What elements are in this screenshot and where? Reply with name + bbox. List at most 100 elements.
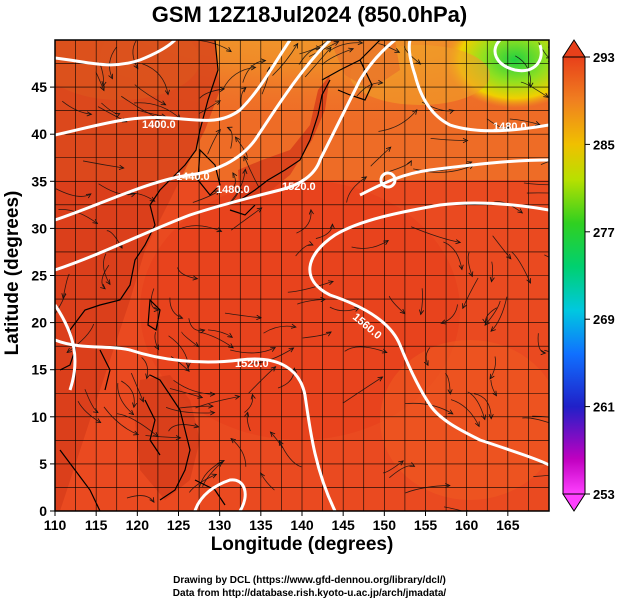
streamline-arrow (270, 347, 277, 352)
streamline (523, 182, 549, 186)
streamline (533, 474, 549, 477)
streamline-arrow (445, 482, 451, 489)
colorbar-tick-label: 253 (593, 487, 615, 502)
streamline (134, 84, 166, 106)
streamline-arrow (415, 59, 422, 65)
streamline-arrow (139, 396, 145, 403)
streamline-arrow (447, 409, 454, 415)
streamline (103, 253, 111, 285)
streamline-arrow (216, 227, 223, 233)
streamline-arrow (164, 89, 170, 96)
streamline-arrow (118, 164, 125, 170)
streamline-arrow (320, 297, 327, 303)
chart-title: GSM 12Z18Jul2024 (850.0hPa) (151, 2, 468, 27)
streamline (117, 383, 134, 415)
y-tick-label: 30 (31, 220, 47, 236)
streamline (441, 304, 458, 324)
streamline-arrow (108, 73, 113, 80)
streamline-arrow (234, 136, 241, 143)
lat-lon-grid (55, 40, 549, 511)
streamline (484, 300, 501, 326)
streamline (315, 224, 333, 239)
x-tick-label: 165 (496, 517, 520, 533)
streamline-arrow (240, 87, 247, 93)
streamline-arrow (278, 439, 284, 446)
streamline-arrow (177, 314, 184, 320)
streamline (224, 312, 262, 319)
streamline (177, 267, 198, 280)
streamline (413, 161, 472, 172)
y-tick-label: 0 (39, 503, 47, 519)
colorbar-tick-label: 285 (593, 137, 615, 152)
streamline-arrow (128, 409, 135, 416)
y-tick-label: 35 (31, 173, 47, 189)
streamline-arrow (185, 362, 191, 369)
streamline (388, 295, 405, 314)
streamline-arrow (209, 391, 216, 397)
colorbar-tick-label: 293 (593, 50, 615, 65)
contour-label: 1400.0 (142, 119, 176, 131)
streamline-arrow (492, 390, 497, 397)
streamline-arrow (490, 326, 496, 332)
streamline (188, 474, 217, 493)
streamline (522, 417, 549, 424)
streamline (222, 66, 256, 90)
streamline-arrow (214, 190, 221, 196)
streamline (511, 251, 531, 284)
streamline (492, 235, 512, 260)
streamline (544, 349, 549, 353)
streamline-arrow (175, 435, 182, 441)
streamline-arrow (329, 223, 335, 229)
streamline (474, 393, 492, 419)
streamline-arrow (468, 271, 474, 278)
streamline (168, 424, 199, 432)
streamline-arrow (383, 239, 389, 245)
streamline (154, 332, 159, 350)
streamline (126, 495, 155, 503)
streamline (490, 296, 508, 332)
streamline-arrow (488, 413, 494, 420)
streamline (420, 288, 424, 315)
streamline (228, 169, 246, 204)
streamline-arrow (385, 146, 392, 152)
streamline-arrow (260, 58, 267, 64)
contour-label: 1440.0 (176, 171, 210, 183)
y-tick-label: 25 (31, 268, 47, 284)
streamline-arrow (133, 63, 139, 70)
streamline (195, 396, 240, 409)
streamline (547, 46, 549, 49)
streamline (192, 190, 220, 203)
streamline-arrow (293, 42, 299, 49)
contour-label: 1480.0 (216, 184, 250, 196)
streamline (296, 209, 312, 234)
streamline (297, 298, 326, 305)
streamline-arrow (211, 473, 218, 479)
streamline-arrow (105, 279, 111, 286)
streamline (328, 42, 363, 52)
streamline-arrow (92, 408, 99, 414)
streamline-arrow (462, 138, 469, 144)
streamline (121, 380, 135, 408)
streamline (425, 347, 431, 366)
streamline-arrow (145, 373, 151, 380)
streamline-arrow (555, 362, 559, 367)
x-tick-label: 145 (331, 517, 355, 533)
streamline-arrow (193, 342, 200, 348)
streamline (378, 109, 418, 132)
streamline-arrow (517, 208, 524, 214)
x-tick-label: 125 (167, 517, 191, 533)
streamline-arrow (412, 109, 418, 115)
y-axis-ticks: 0 5 10 15 20 25 30 35 40 45 (31, 79, 55, 519)
streamline (130, 372, 144, 402)
coastlines (59, 40, 381, 511)
streamline (141, 63, 169, 95)
streamline (230, 207, 262, 231)
streamline (263, 325, 296, 334)
streamline (173, 379, 215, 395)
streamline-arrow (154, 344, 160, 351)
contour-label: 1520.0 (282, 181, 316, 193)
streamline (450, 399, 480, 427)
streamline (199, 88, 225, 99)
streamline (109, 46, 117, 79)
